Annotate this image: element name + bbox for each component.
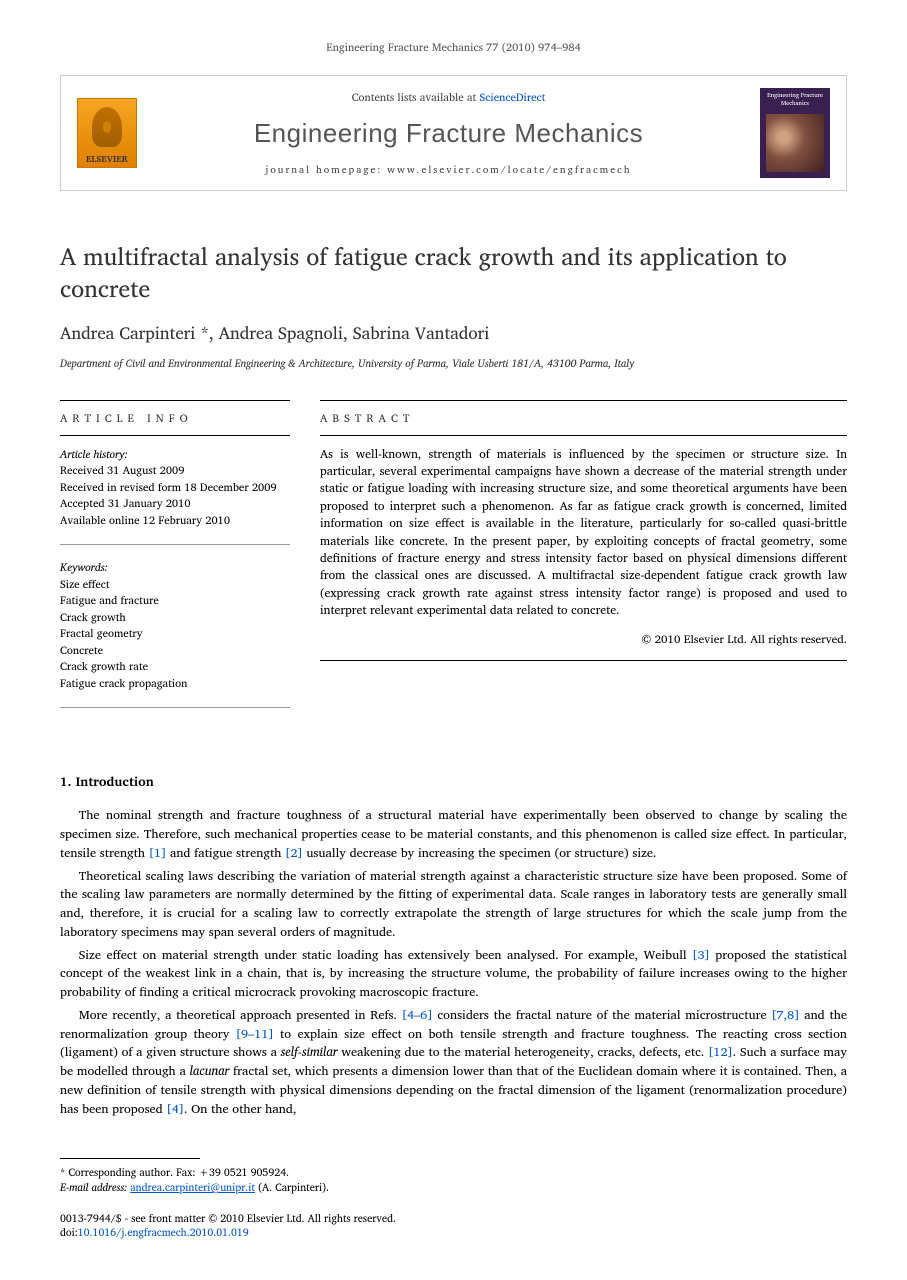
keyword: Size effect bbox=[60, 576, 290, 593]
history-label: Article history: bbox=[60, 446, 290, 463]
keyword: Fractal geometry bbox=[60, 625, 290, 642]
affiliation: Department of Civil and Environmental En… bbox=[60, 356, 847, 371]
reference-link[interactable]: [3] bbox=[692, 945, 710, 965]
authors-line: Andrea Carpinteri *, Andrea Spagnoli, Sa… bbox=[60, 322, 847, 346]
para-text: . On the other hand, bbox=[184, 1099, 296, 1119]
keyword: Crack growth rate bbox=[60, 658, 290, 675]
email-label: E-mail address: bbox=[60, 1178, 127, 1196]
abstract-column: ABSTRACT As is well-known, strength of m… bbox=[320, 400, 847, 722]
reference-link[interactable]: [7,8] bbox=[771, 1005, 799, 1025]
body-paragraph: Size effect on material strength under s… bbox=[60, 946, 847, 1002]
keyword: Fatigue crack propagation bbox=[60, 675, 290, 692]
email-line: E-mail address: andrea.carpinteri@unipr.… bbox=[60, 1180, 847, 1195]
running-head: Engineering Fracture Mechanics 77 (2010)… bbox=[60, 40, 847, 55]
article-info-column: ARTICLE INFO Article history: Received 3… bbox=[60, 400, 290, 722]
section-1-heading: 1. Introduction bbox=[60, 772, 847, 790]
divider bbox=[60, 400, 290, 401]
para-text: considers the fractal nature of the mate… bbox=[433, 1005, 772, 1025]
email-link[interactable]: andrea.carpinteri@unipr.it bbox=[130, 1178, 255, 1196]
sciencedirect-link[interactable]: ScienceDirect bbox=[480, 88, 546, 106]
abstract-text: As is well-known, strength of materials … bbox=[320, 446, 847, 620]
doi-link[interactable]: 10.1016/j.engfracmech.2010.01.019 bbox=[78, 1223, 249, 1241]
para-text: Size effect on material strength under s… bbox=[79, 945, 692, 965]
article-info-heading: ARTICLE INFO bbox=[60, 411, 290, 435]
para-text: and fatigue strength bbox=[166, 843, 285, 863]
divider bbox=[60, 544, 290, 545]
reference-link[interactable]: [12] bbox=[708, 1042, 733, 1062]
article-title: A multifractal analysis of fatigue crack… bbox=[60, 241, 847, 303]
abstract-heading: ABSTRACT bbox=[320, 411, 847, 435]
para-text: More recently, a theoretical approach pr… bbox=[79, 1005, 402, 1025]
journal-homepage: journal homepage: www.elsevier.com/locat… bbox=[153, 163, 744, 177]
history-line: Received in revised form 18 December 200… bbox=[60, 479, 290, 496]
doi-label: doi: bbox=[60, 1223, 78, 1241]
body-paragraph: The nominal strength and fracture toughn… bbox=[60, 806, 847, 862]
reference-link[interactable]: [2] bbox=[285, 843, 303, 863]
journal-masthead: ELSEVIER Contents lists available at Sci… bbox=[60, 75, 847, 191]
history-line: Accepted 31 January 2010 bbox=[60, 495, 290, 512]
abstract-copyright: © 2010 Elsevier Ltd. All rights reserved… bbox=[320, 632, 847, 648]
history-line: Received 31 August 2009 bbox=[60, 462, 290, 479]
divider bbox=[60, 707, 290, 708]
reference-link[interactable]: [4] bbox=[166, 1099, 184, 1119]
italic-term: self-similar bbox=[281, 1042, 338, 1062]
body-paragraph: More recently, a theoretical approach pr… bbox=[60, 1006, 847, 1119]
keyword: Crack growth bbox=[60, 609, 290, 626]
footnote-rule bbox=[60, 1158, 200, 1159]
keywords-block: Keywords: Size effect Fatigue and fractu… bbox=[60, 559, 290, 691]
para-text: weakening due to the material heterogene… bbox=[338, 1042, 709, 1062]
divider bbox=[320, 400, 847, 401]
italic-term: lacunar bbox=[190, 1061, 230, 1081]
keyword: Fatigue and fracture bbox=[60, 592, 290, 609]
reference-link[interactable]: [4–6] bbox=[402, 1005, 433, 1025]
email-tail: (A. Carpinteri). bbox=[255, 1178, 329, 1196]
issn-doi-block: 0013-7944/$ - see front matter © 2010 El… bbox=[60, 1211, 847, 1240]
contents-available-line: Contents lists available at ScienceDirec… bbox=[153, 90, 744, 105]
cover-image bbox=[766, 114, 824, 172]
keyword: Concrete bbox=[60, 642, 290, 659]
contents-prefix: Contents lists available at bbox=[352, 88, 480, 106]
body-paragraph: Theoretical scaling laws describing the … bbox=[60, 867, 847, 942]
reference-link[interactable]: [1] bbox=[149, 843, 167, 863]
history-line: Available online 12 February 2010 bbox=[60, 512, 290, 529]
divider bbox=[320, 660, 847, 661]
cover-title: Engineering Fracture Mechanics bbox=[764, 92, 826, 106]
elsevier-logo-label: ELSEVIER bbox=[86, 153, 128, 168]
masthead-center: Contents lists available at ScienceDirec… bbox=[153, 90, 744, 178]
reference-link[interactable]: [9–11] bbox=[236, 1024, 274, 1044]
article-history-block: Article history: Received 31 August 2009… bbox=[60, 446, 290, 529]
para-text: usually decrease by increasing the speci… bbox=[303, 843, 657, 863]
journal-name: Engineering Fracture Mechanics bbox=[153, 115, 744, 151]
elsevier-logo: ELSEVIER bbox=[77, 98, 137, 168]
keywords-label: Keywords: bbox=[60, 559, 290, 576]
corresponding-author-footnote: * Corresponding author. Fax: +39 0521 90… bbox=[60, 1165, 847, 1194]
journal-cover-thumbnail: Engineering Fracture Mechanics bbox=[760, 88, 830, 178]
